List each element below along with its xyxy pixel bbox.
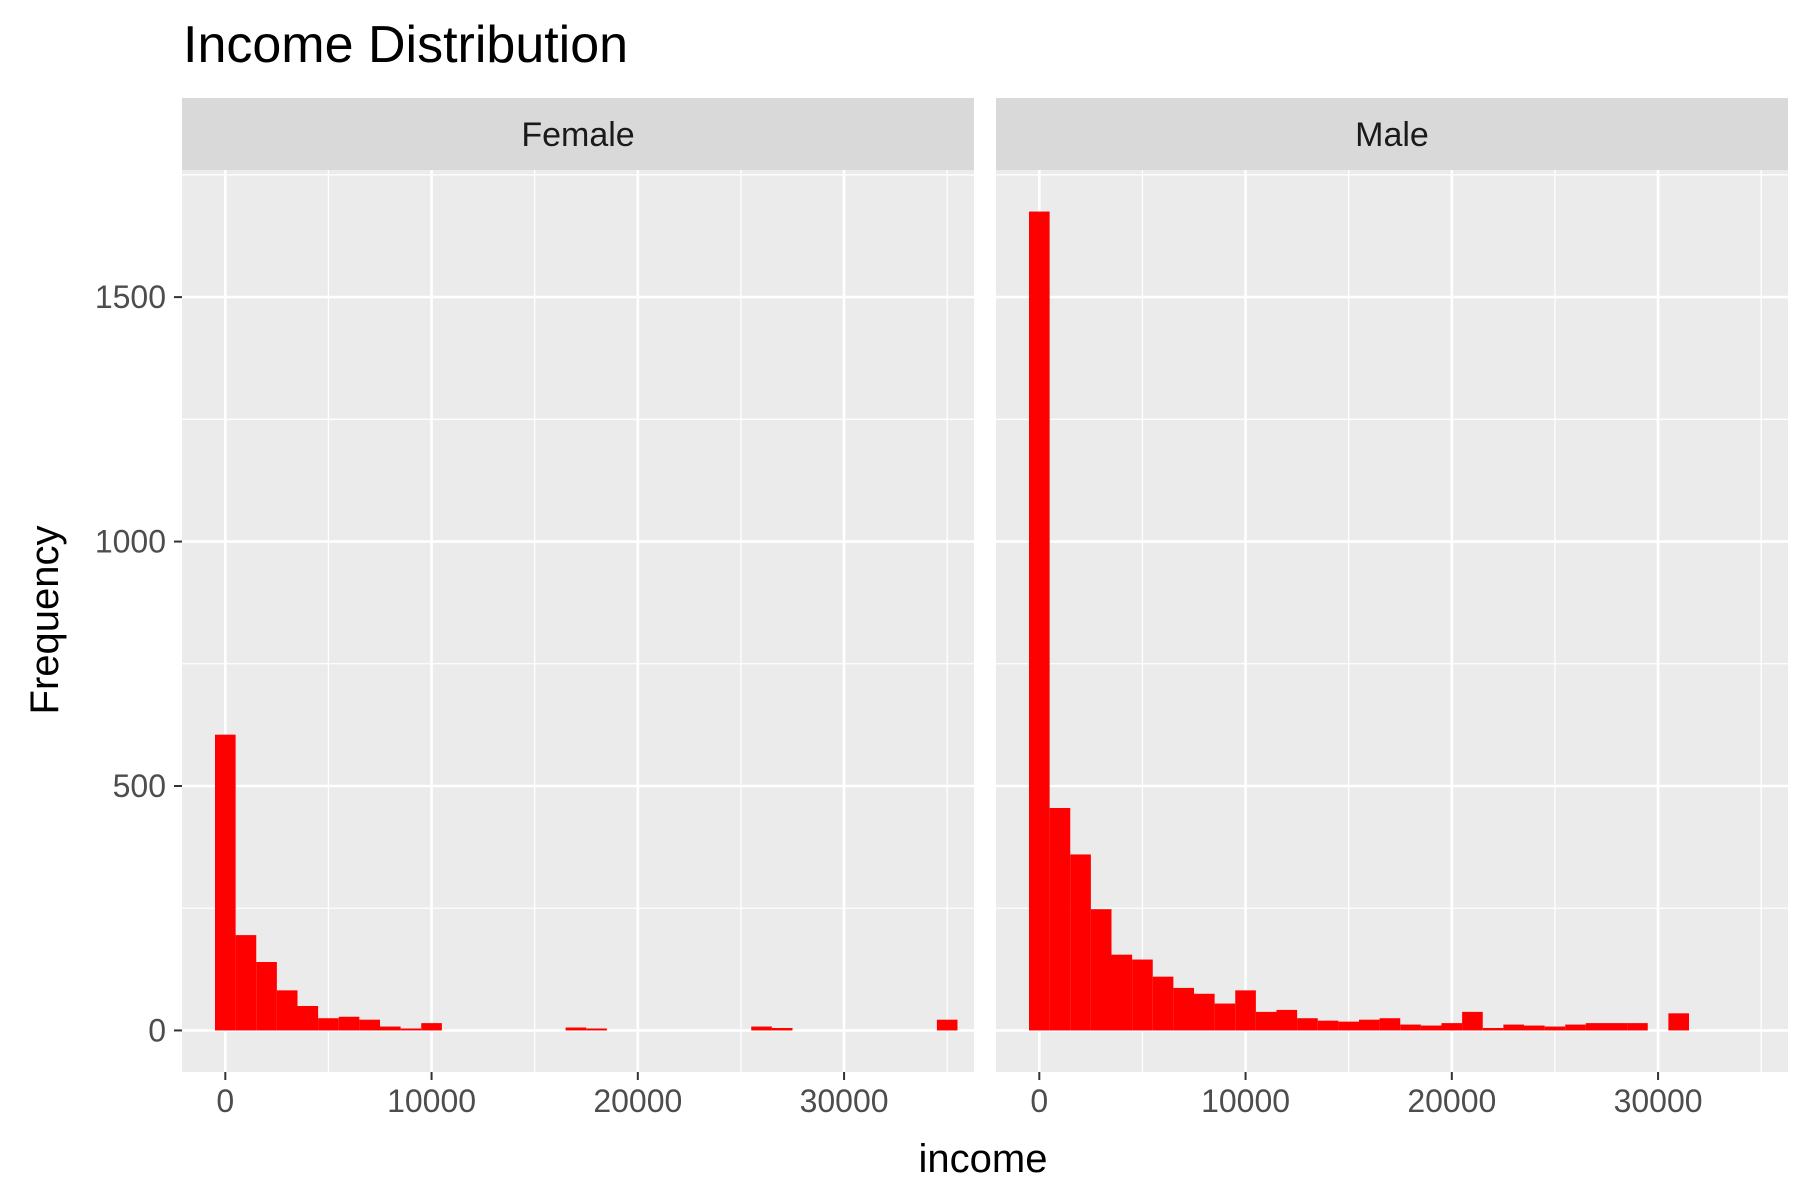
histogram-bar: [400, 1028, 422, 1031]
histogram-bar: [1194, 993, 1215, 1031]
histogram-bar: [1585, 1023, 1607, 1031]
histogram-bar: [1070, 854, 1091, 1031]
histogram-bar: [1297, 1018, 1318, 1031]
histogram-bar: [1379, 1018, 1401, 1031]
y-tick-label: 500: [113, 768, 166, 804]
histogram-bar: [1255, 1011, 1277, 1031]
histogram-bar: [1606, 1023, 1628, 1031]
panel-male: Male 0 10000 20000 30000: [996, 98, 1788, 1119]
panel-female: Female 0 10000 20000 30000: [182, 98, 974, 1119]
histogram-bar: [1276, 1009, 1298, 1031]
histogram-bar: [359, 1019, 380, 1031]
strip-label-male: Male: [1355, 116, 1429, 154]
facet-panels: Female 0 10000 20000 30000 Male 0 10000 20000 300…: [182, 98, 1788, 1119]
x-tick-label: 20000: [1407, 1083, 1496, 1119]
histogram-bar: [276, 990, 298, 1031]
x-tick-label: 10000: [1201, 1083, 1290, 1119]
strip-label-female: Female: [521, 116, 634, 154]
y-tick-label: 1000: [95, 524, 166, 560]
histogram-bar: [235, 935, 257, 1031]
chart-title: Income Distribution: [183, 16, 628, 74]
histogram-bar: [1029, 211, 1050, 1031]
histogram-bar: [1441, 1023, 1463, 1031]
histogram-bar: [1338, 1021, 1359, 1031]
x-tick-label: 20000: [593, 1083, 682, 1119]
histogram-bar: [1049, 808, 1071, 1031]
histogram-bar: [1173, 987, 1194, 1031]
histogram-bar: [1544, 1026, 1566, 1031]
histogram-bar: [256, 962, 277, 1031]
x-tick-label: 30000: [1614, 1083, 1703, 1119]
histogram-bar: [751, 1026, 772, 1031]
strip-male: [996, 98, 1788, 170]
histogram-bar: [1214, 1003, 1236, 1031]
histogram-bar: [1132, 959, 1153, 1031]
histogram-bar: [1462, 1011, 1483, 1031]
x-tick-label: 10000: [387, 1083, 476, 1119]
x-tick-label: 0: [216, 1083, 234, 1119]
histogram-bar: [936, 1019, 958, 1031]
histogram-bar: [1565, 1024, 1586, 1031]
x-tick-label: 30000: [800, 1083, 889, 1119]
histogram-bar: [565, 1027, 587, 1031]
panel-background: [182, 170, 974, 1072]
histogram-bar: [421, 1023, 442, 1031]
histogram-bar: [1627, 1023, 1648, 1031]
y-axis: 0 500 1000 1500: [95, 279, 182, 1048]
y-axis-title: Frequency: [23, 526, 67, 715]
histogram-bar: [1420, 1025, 1442, 1031]
histogram-bar: [338, 1016, 360, 1031]
histogram-bar: [771, 1028, 793, 1031]
histogram-bar: [297, 1006, 319, 1031]
histogram-bar: [215, 734, 236, 1031]
histogram-bar: [1111, 954, 1133, 1031]
panel-background: [996, 170, 1788, 1072]
histogram-bar: [1503, 1024, 1524, 1031]
y-tick-label: 1500: [95, 279, 166, 315]
y-tick-label: 0: [148, 1012, 166, 1048]
x-axis-title: income: [919, 1137, 1048, 1181]
histogram-bar: [1235, 990, 1256, 1031]
histogram-bar: [586, 1028, 607, 1031]
histogram-bar: [1524, 1025, 1545, 1031]
x-tick-label: 0: [1030, 1083, 1048, 1119]
histogram-bar: [1090, 909, 1112, 1031]
histogram-bar: [1482, 1028, 1504, 1031]
histogram-bar: [1152, 976, 1174, 1031]
histogram-bar: [380, 1026, 401, 1031]
histogram-bar: [1359, 1019, 1380, 1031]
histogram-bar: [1668, 1013, 1689, 1031]
histogram-bar: [1400, 1024, 1421, 1031]
histogram-bar: [318, 1018, 339, 1031]
histogram-bar: [1317, 1020, 1339, 1031]
strip-female: [182, 98, 974, 170]
